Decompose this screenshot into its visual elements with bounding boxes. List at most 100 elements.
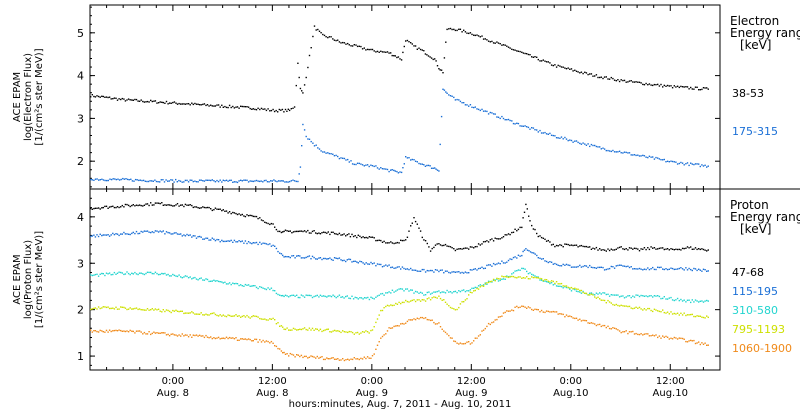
data-point <box>191 336 193 338</box>
data-point <box>224 240 226 243</box>
data-point <box>580 266 583 268</box>
data-point <box>291 294 293 297</box>
data-point <box>562 138 564 140</box>
data-point <box>308 255 311 257</box>
x-axis-label: hours:minutes, Aug. 7, 2011 - Aug. 10, 2… <box>289 399 512 410</box>
data-point <box>468 294 470 296</box>
data-point <box>477 288 480 290</box>
data-point <box>284 328 287 331</box>
data-point <box>648 268 651 271</box>
data-point <box>633 333 636 335</box>
data-point <box>146 180 148 183</box>
data-point <box>105 234 108 236</box>
data-point <box>288 355 290 357</box>
data-point <box>292 231 295 233</box>
data-point <box>471 106 473 108</box>
data-point <box>562 285 564 287</box>
data-point <box>569 287 571 289</box>
data-point <box>219 208 221 210</box>
data-point <box>211 312 213 315</box>
data-point <box>191 204 193 207</box>
data-point <box>311 296 314 299</box>
data-point <box>670 160 672 162</box>
data-point <box>443 244 445 247</box>
data-point <box>476 108 478 110</box>
data-point <box>506 276 508 278</box>
data-point <box>361 358 364 360</box>
data-point <box>272 342 274 344</box>
data-point <box>391 169 393 171</box>
data-point <box>195 334 198 336</box>
data-point <box>516 50 518 52</box>
data-point <box>662 159 664 161</box>
data-point <box>249 214 251 217</box>
data-point <box>426 164 428 167</box>
data-point <box>187 336 190 338</box>
data-point <box>277 250 279 253</box>
data-point <box>539 257 541 259</box>
data-point <box>699 343 701 346</box>
data-point <box>129 233 131 236</box>
data-point <box>288 230 290 232</box>
data-point <box>419 230 422 232</box>
data-point <box>181 310 183 312</box>
data-point <box>280 109 282 111</box>
data-point <box>286 110 288 112</box>
data-point <box>310 47 312 49</box>
data-point <box>547 61 549 63</box>
data-point <box>449 27 452 30</box>
y-tick-label: 2 <box>77 304 84 317</box>
y-tick-label: 5 <box>77 27 84 40</box>
data-point <box>443 89 446 91</box>
data-point <box>299 166 302 168</box>
data-point <box>443 272 445 274</box>
legend-title: [keV] <box>740 222 771 236</box>
data-point <box>524 277 526 279</box>
data-point <box>613 79 616 81</box>
data-point <box>271 180 273 182</box>
data-point <box>195 206 198 208</box>
data-point <box>638 250 641 252</box>
data-point <box>393 55 395 57</box>
data-point <box>395 302 397 305</box>
data-point <box>623 151 626 153</box>
data-point <box>337 155 339 158</box>
data-point <box>560 66 563 68</box>
data-point <box>605 76 607 78</box>
data-point <box>161 202 163 204</box>
data-point <box>370 296 372 298</box>
data-point <box>640 155 642 157</box>
data-point <box>150 309 152 311</box>
legend-entry: 1060-1900 <box>732 342 792 355</box>
data-point <box>108 235 111 237</box>
data-point <box>630 307 632 309</box>
data-point <box>482 38 485 40</box>
data-point <box>686 269 689 271</box>
data-point <box>321 330 323 333</box>
data-point <box>599 298 601 300</box>
data-point <box>416 270 418 272</box>
data-point <box>690 313 692 316</box>
data-point <box>701 164 703 166</box>
data-point <box>90 235 92 238</box>
data-point <box>249 107 251 110</box>
data-point <box>140 272 142 274</box>
data-point <box>526 53 528 55</box>
data-point <box>236 106 239 108</box>
data-point <box>359 260 361 263</box>
data-point <box>453 248 455 250</box>
data-point <box>595 267 598 269</box>
data-point <box>353 44 355 46</box>
data-point <box>176 233 179 235</box>
data-point <box>385 168 387 170</box>
data-point <box>589 246 591 248</box>
data-point <box>219 338 221 340</box>
data-point <box>451 271 453 273</box>
data-point <box>602 266 604 269</box>
data-point <box>238 107 240 109</box>
data-point <box>297 62 299 64</box>
data-point <box>247 106 250 108</box>
data-point <box>124 203 127 206</box>
data-point <box>363 331 365 333</box>
data-point <box>655 248 657 250</box>
